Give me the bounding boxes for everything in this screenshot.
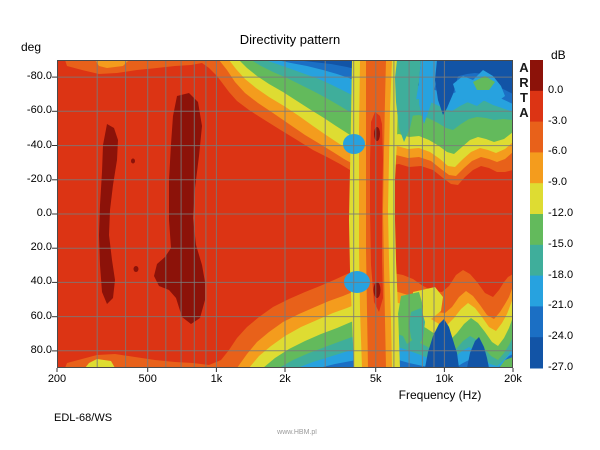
colorbar-segment (530, 90, 543, 123)
y-tick-label: 20.0 (30, 241, 52, 254)
y-tick-label: -20.0 (26, 172, 52, 185)
watermark-text: www.HBM.pl (277, 429, 317, 436)
y-tick-label: 60.0 (30, 309, 52, 322)
y-tick-label: -40.0 (26, 138, 52, 151)
colorbar-tick-label: -15.0 (548, 237, 574, 250)
y-tick-label: 40.0 (30, 275, 52, 288)
contour-blob (374, 127, 380, 141)
colorbar-segment (530, 306, 543, 338)
colorbar-tick-label: 0.0 (548, 83, 564, 96)
contour-band (409, 308, 425, 348)
arta-letter: T (520, 90, 528, 105)
contour-band (95, 60, 129, 68)
x-tick-label: 5k (369, 373, 382, 385)
y-tick-label: 80.0 (30, 343, 52, 356)
x-axis-label: Frequency (Hz) (398, 388, 482, 402)
colorbar-segment (530, 337, 543, 369)
colorbar-tick-label: -12.0 (548, 207, 574, 219)
contour-band (395, 60, 421, 142)
plot-frame (57, 60, 513, 368)
colorbar-tick-label: -3.0 (548, 114, 567, 127)
contour-layers (57, 60, 513, 368)
colorbar-segment (530, 121, 543, 153)
contour-band (499, 357, 513, 368)
chart-title: Directivity pattern (239, 32, 341, 47)
arta-letter: A (519, 105, 529, 120)
contour-band (435, 60, 461, 115)
colorbar-tick-label: -9.0 (548, 176, 567, 189)
colorbar-segment (530, 183, 543, 215)
colorbar-segment (530, 244, 543, 277)
x-tick-label: 10k (435, 373, 454, 385)
contour-band (467, 337, 489, 368)
x-tick-label: 2k (279, 373, 291, 385)
colorbar-tick-label: -6.0 (548, 145, 567, 158)
device-label: EDL-68/WS (54, 412, 113, 424)
colorbar-tick-label: -21.0 (548, 299, 574, 312)
contour-band (85, 359, 115, 368)
colorbar-segment (530, 152, 543, 184)
contour-band (370, 112, 383, 312)
colorbar-segment (530, 214, 543, 246)
x-tick-label: 200 (47, 373, 67, 385)
contour-blob (133, 266, 139, 272)
x-tick-label: 1k (210, 373, 223, 385)
contour-blob (373, 282, 381, 298)
contour-band (473, 76, 495, 90)
colorbar-unit-label: dB (551, 48, 566, 62)
x-tick-label: 500 (138, 373, 157, 385)
y-tick-label: -60.0 (26, 104, 52, 117)
colorbar-tick-label: -27.0 (548, 361, 574, 373)
colorbar-tick-label: -18.0 (548, 268, 574, 281)
x-tick-label: 20k (504, 373, 522, 385)
arta-letter: A (519, 60, 529, 75)
arta-letter: R (519, 75, 529, 90)
colorbar-segment (530, 275, 543, 307)
contour-band (154, 93, 205, 324)
y-axis-unit-label: deg (21, 40, 42, 54)
colorbar-tick-label: -24.0 (548, 330, 574, 343)
colorbar-segment (530, 60, 543, 92)
y-tick-label: -80.0 (26, 70, 52, 83)
contour-blob (131, 158, 135, 164)
y-tick-label: 0.0 (36, 207, 52, 219)
